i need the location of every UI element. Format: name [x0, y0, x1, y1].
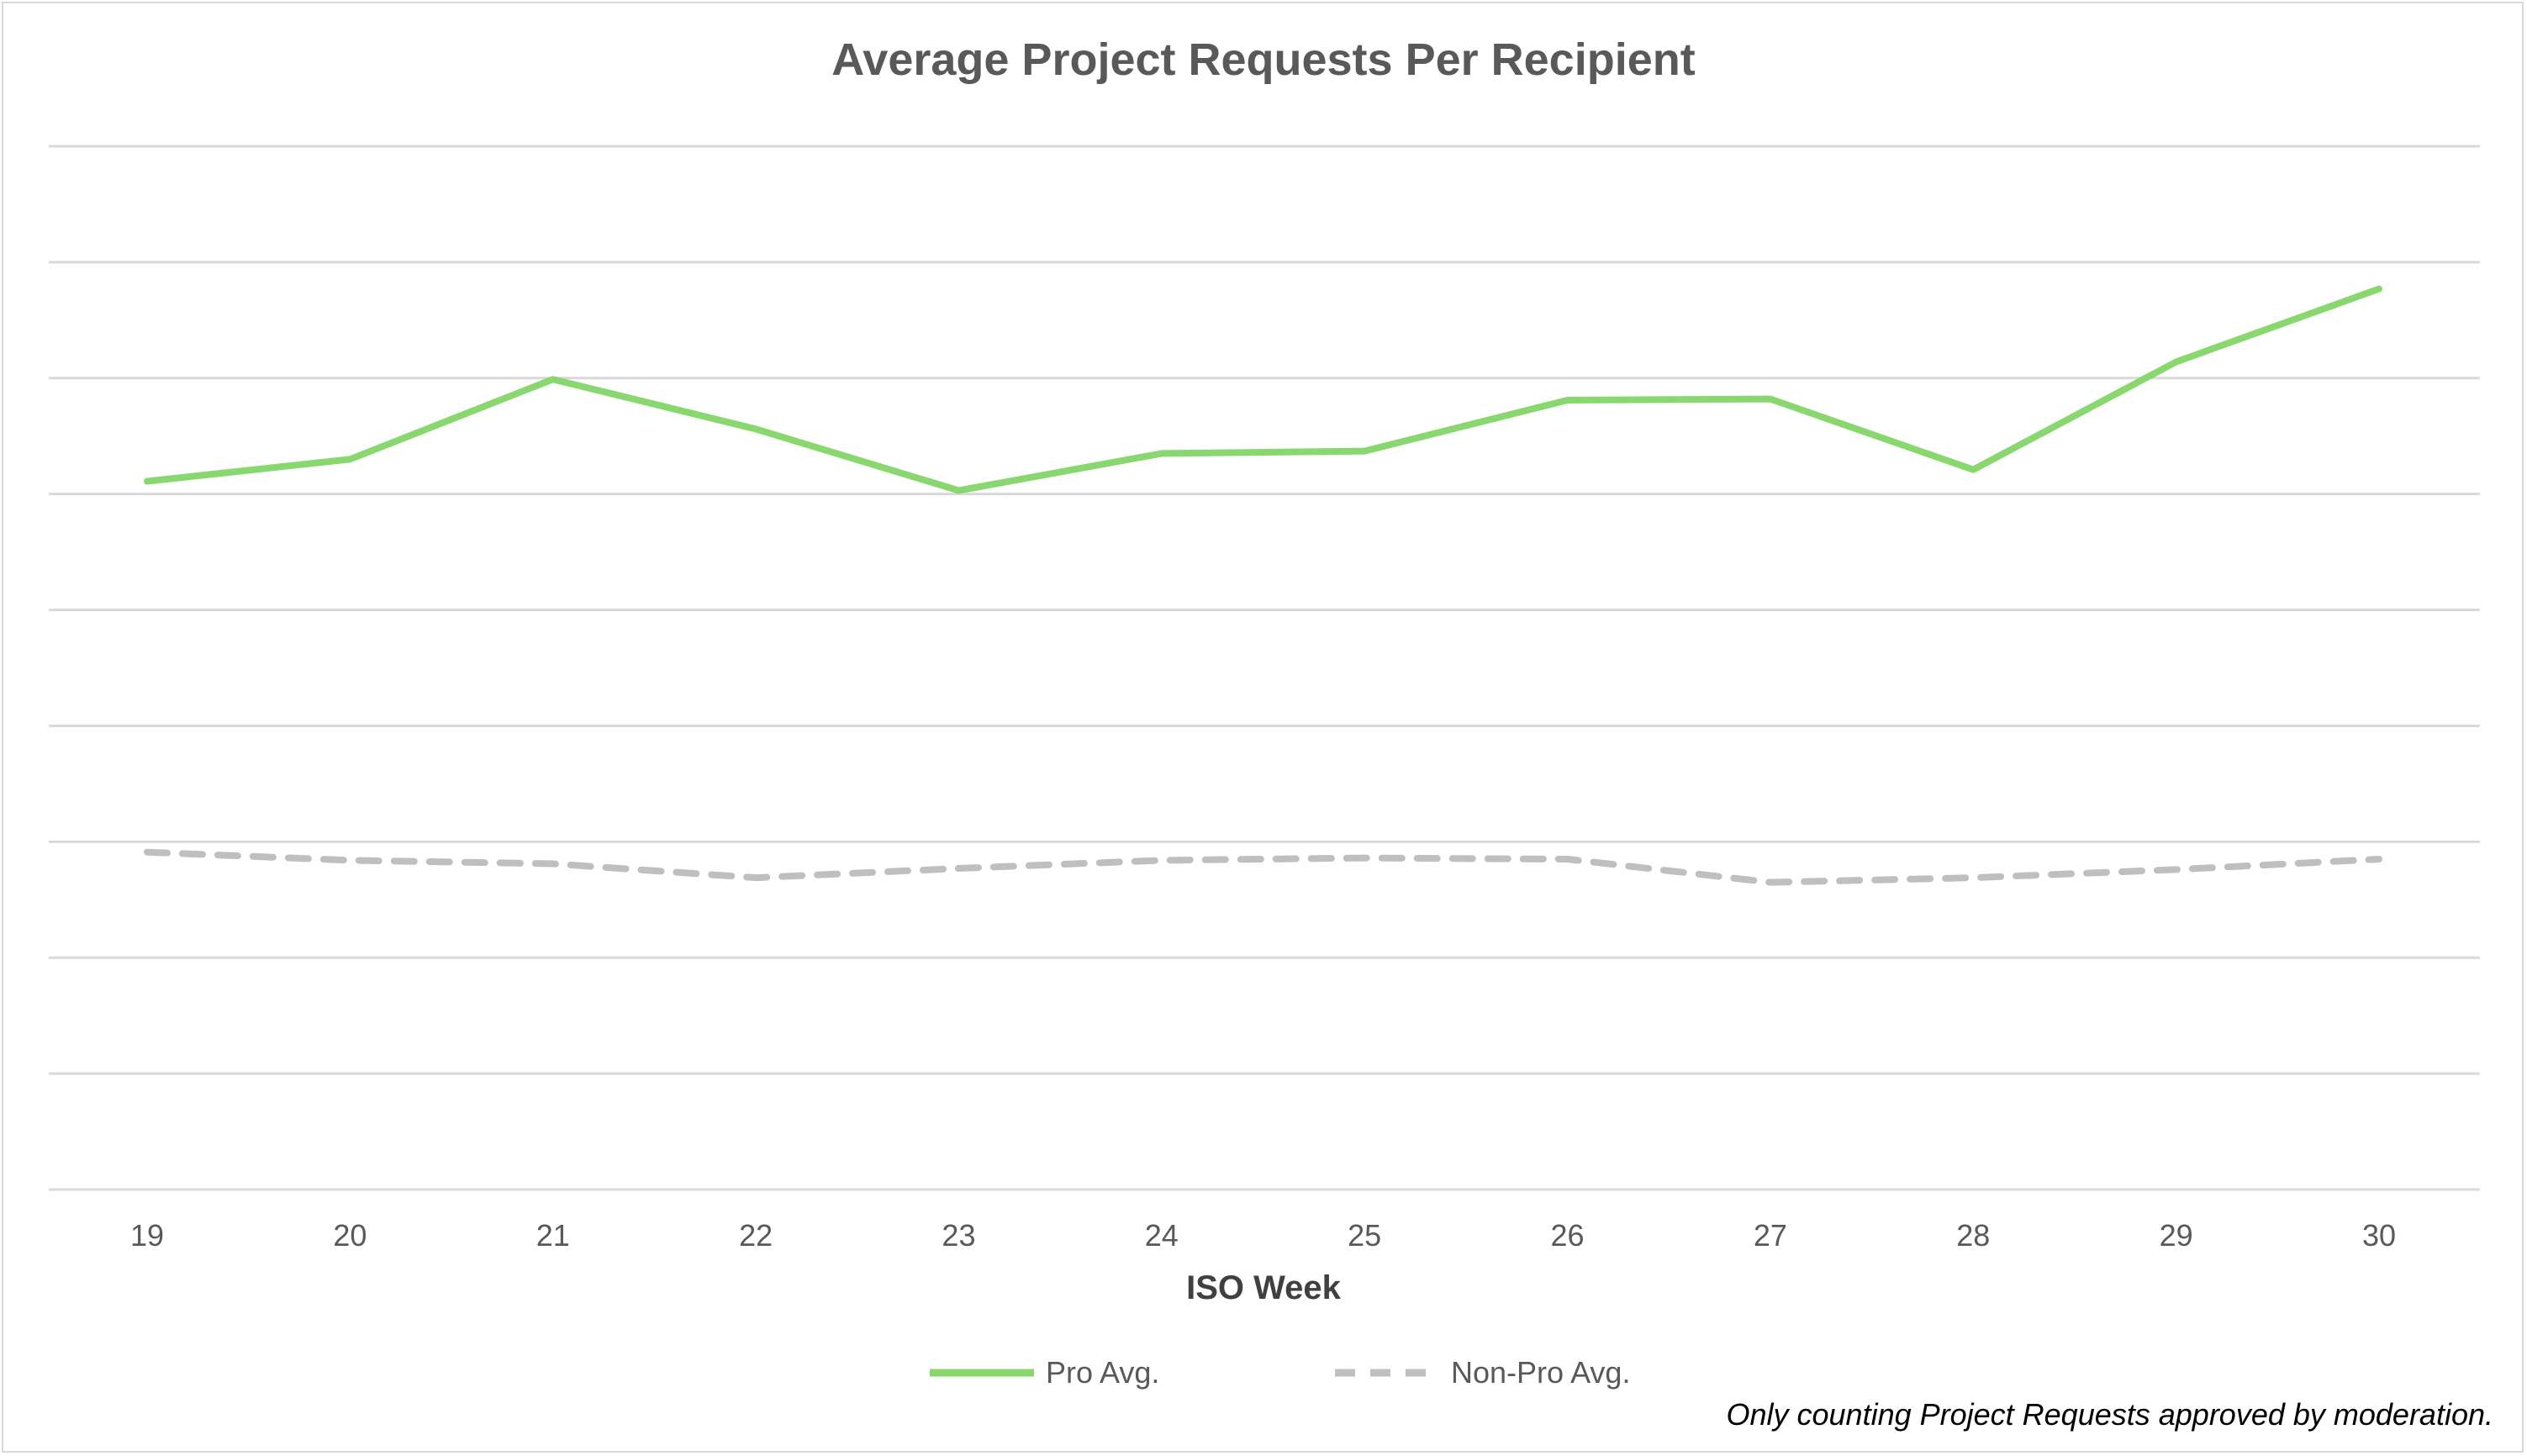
x-tick-label: 19: [130, 1218, 164, 1253]
x-tick-label: 30: [2362, 1218, 2396, 1253]
x-tick-label: 28: [1956, 1218, 1990, 1253]
legend-item-non-pro: Non-Pro Avg.: [1335, 1352, 1630, 1394]
x-tick-labels: 19 20 21 22 23 24 25 26 27 28 29 30: [130, 1218, 2396, 1253]
legend-swatch-pro: [930, 1369, 1034, 1377]
x-tick-label: 21: [536, 1218, 570, 1253]
x-tick-label: 24: [1145, 1218, 1179, 1253]
gridlines: [49, 145, 2480, 1191]
x-tick-label: 27: [1754, 1218, 1787, 1253]
legend-label-non-pro: Non-Pro Avg.: [1451, 1355, 1631, 1390]
x-tick-label: 20: [333, 1218, 367, 1253]
legend-item-pro: Pro Avg.: [930, 1352, 1159, 1394]
x-tick-label: 22: [739, 1218, 773, 1253]
series-layer: [144, 285, 2382, 886]
chart-title: Average Project Requests Per Recipient: [831, 34, 1696, 85]
legend-label-pro: Pro Avg.: [1046, 1355, 1160, 1390]
legend-swatch-non-pro: [1335, 1369, 1439, 1377]
footnote: Only counting Project Requests approved …: [1726, 1397, 2493, 1432]
x-tick-label: 23: [942, 1218, 975, 1253]
series-line-non-pro: [144, 848, 2382, 886]
series-line-pro: [144, 285, 2382, 494]
x-axis-label: ISO Week: [1186, 1269, 1341, 1306]
x-tick-label: 26: [1551, 1218, 1585, 1253]
x-tick-label: 29: [2160, 1218, 2193, 1253]
legend: Pro Avg. Non-Pro Avg.: [0, 1352, 2527, 1394]
x-tick-label: 25: [1348, 1218, 1381, 1253]
